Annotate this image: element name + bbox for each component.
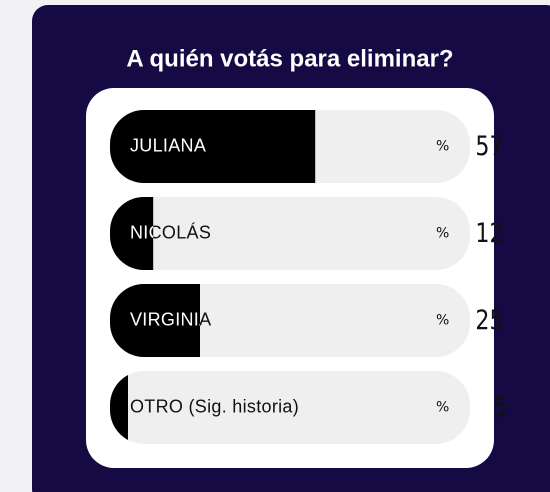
option-bar <box>110 371 128 444</box>
option-label: VIRGINIA <box>130 309 211 329</box>
option-percent: 57 <box>475 130 503 162</box>
percent-sign: % <box>436 400 449 416</box>
option-track <box>110 197 470 270</box>
option-label: OTRO (Sig. historia) <box>130 396 299 416</box>
percent-sign: % <box>436 139 449 155</box>
option-label-inverse: JULIANA <box>130 135 206 155</box>
poll-options: JULIANAJULIANA57%NICOLÁSNICOLÁS12%VIRGIN… <box>110 110 507 444</box>
percent-sign: % <box>436 313 449 329</box>
option-percent: 25 <box>475 304 503 336</box>
poll-option[interactable]: NICOLÁSNICOLÁS12% <box>110 197 504 270</box>
option-percent: 5 <box>493 391 507 423</box>
option-label: JULIANA <box>130 135 206 155</box>
option-label: NICOLÁS <box>130 222 211 242</box>
option-percent: 12 <box>475 217 503 249</box>
option-bar <box>110 284 200 357</box>
option-bar <box>110 110 316 183</box>
option-track <box>110 371 470 444</box>
option-label-inverse: NICOLÁS <box>130 222 211 242</box>
percent-sign: % <box>436 226 449 242</box>
poll-question: A quién votás para eliminar? <box>126 45 453 72</box>
option-label-inverse: VIRGINIA <box>130 309 211 329</box>
poll-option[interactable]: OTRO (Sig. historia)OTRO (Sig. historia)… <box>110 371 507 444</box>
